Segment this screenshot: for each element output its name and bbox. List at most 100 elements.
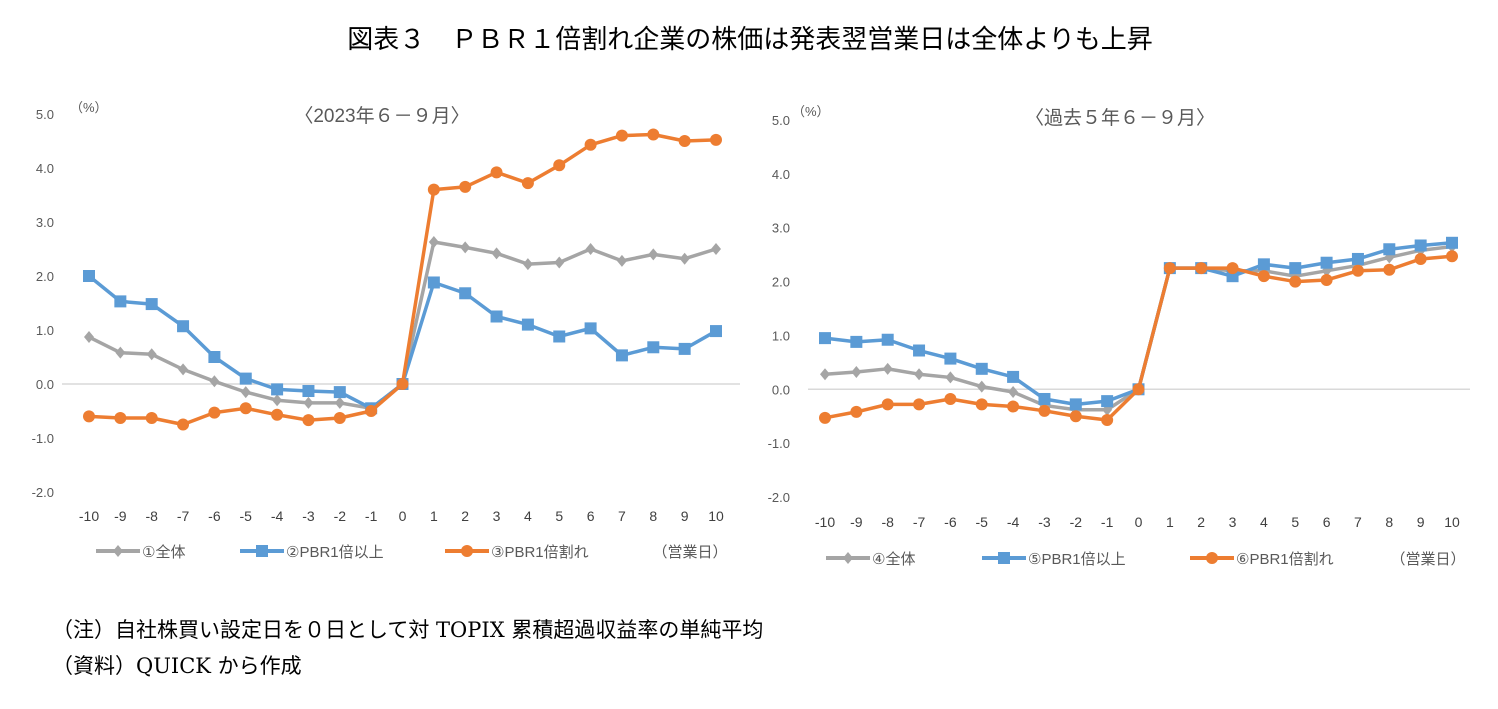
x-tick-label: 2	[461, 508, 469, 524]
data-point	[178, 363, 189, 376]
legend-swatch-marker	[1206, 552, 1218, 564]
data-point	[819, 332, 831, 345]
x-tick-label: 7	[1354, 514, 1362, 530]
x-tick-label: 1	[1166, 514, 1174, 530]
data-point	[333, 412, 346, 425]
x-tick-label: 7	[618, 508, 626, 524]
data-point	[1007, 400, 1020, 413]
data-point	[850, 405, 863, 418]
data-point	[1038, 392, 1051, 405]
data-point	[1069, 410, 1082, 423]
x-tick-label: 5	[555, 508, 563, 524]
data-point	[1320, 273, 1333, 286]
x-tick-label: 3	[493, 508, 501, 524]
data-point	[1414, 252, 1427, 265]
x-tick-label: -4	[271, 508, 284, 524]
y-tick-label: 3.0	[36, 215, 54, 230]
y-tick-label: 4.0	[772, 167, 790, 182]
x-tick-label: 8	[1385, 514, 1393, 530]
data-point	[850, 335, 863, 348]
y-tick-label: 5.0	[36, 107, 54, 122]
y-tick-label: 5.0	[772, 113, 790, 128]
data-point	[616, 254, 627, 267]
data-point	[554, 256, 565, 269]
x-tick-label: 9	[1417, 514, 1425, 530]
x-tick-label: -10	[79, 508, 99, 524]
data-point	[334, 396, 345, 409]
legend-swatch-marker	[256, 545, 268, 557]
data-point	[521, 318, 534, 331]
legend-label: ②PBR1倍以上	[286, 544, 384, 561]
data-point	[710, 133, 722, 146]
data-point	[491, 247, 502, 260]
data-point	[975, 398, 988, 411]
data-point	[881, 333, 894, 346]
x-tick-label: -3	[1038, 514, 1051, 530]
x-tick-label: -7	[913, 514, 926, 530]
data-point	[584, 322, 597, 335]
data-point	[615, 349, 628, 362]
data-point	[271, 383, 284, 396]
x-tick-label: -2	[334, 508, 347, 524]
legend-label: ⑥PBR1倍割れ	[1236, 551, 1334, 568]
data-point	[240, 386, 251, 399]
y-tick-label: 1.0	[772, 328, 790, 343]
data-point	[490, 166, 503, 179]
y-axis-unit: （%）	[70, 100, 108, 115]
x-tick-label: -1	[365, 508, 378, 524]
data-point	[1101, 395, 1114, 408]
y-tick-label: -1.0	[768, 436, 790, 451]
note: （注）自社株買い設定日を０日として対 TOPIX 累積超過収益率の単純平均	[52, 618, 764, 642]
data-point	[553, 159, 566, 172]
data-point	[913, 344, 926, 357]
x-axis-unit: （営業日）	[1390, 551, 1465, 568]
y-tick-label: 1.0	[36, 323, 54, 338]
data-point	[521, 177, 534, 190]
legend-swatch-marker	[461, 545, 473, 557]
y-tick-label: -2.0	[768, 490, 790, 505]
data-point	[209, 375, 220, 388]
x-tick-label: 5	[1291, 514, 1299, 530]
data-point	[459, 287, 472, 300]
data-point	[1195, 262, 1208, 275]
x-tick-label: 0	[1135, 514, 1143, 530]
data-point	[1383, 263, 1396, 276]
data-point	[648, 248, 659, 261]
x-tick-label: -10	[815, 514, 835, 530]
x-tick-label: 6	[1323, 514, 1331, 530]
data-point	[1383, 243, 1396, 256]
data-point	[115, 346, 126, 359]
data-point	[1226, 262, 1239, 275]
data-point	[177, 320, 190, 333]
x-tick-label: -2	[1070, 514, 1083, 530]
data-point	[553, 330, 566, 343]
data-point	[1038, 404, 1051, 417]
x-tick-label: -8	[145, 508, 158, 524]
data-point	[1007, 370, 1020, 383]
x-tick-label: -9	[114, 508, 127, 524]
data-point	[272, 394, 283, 407]
x-tick-label: 10	[708, 508, 724, 524]
chart-title: 〈過去５年６－９月〉	[1025, 107, 1215, 129]
x-axis-unit: （営業日）	[652, 544, 727, 561]
x-tick-label: 1	[430, 508, 438, 524]
y-tick-label: 3.0	[772, 221, 790, 236]
x-tick-label: -5	[240, 508, 253, 524]
data-point	[208, 406, 221, 419]
data-point	[459, 180, 472, 193]
data-point	[145, 298, 158, 311]
series-line-3	[824, 254, 1453, 422]
data-point	[365, 405, 378, 417]
data-point	[427, 276, 440, 289]
data-point	[976, 380, 987, 393]
data-point	[522, 258, 533, 271]
data-point	[615, 129, 628, 142]
data-point	[84, 331, 94, 344]
data-point	[944, 392, 957, 405]
legend-swatch-marker	[843, 552, 853, 564]
data-point	[914, 368, 925, 381]
data-point	[679, 252, 690, 265]
legend-swatch-marker	[113, 545, 123, 557]
y-tick-label: 2.0	[772, 275, 790, 290]
